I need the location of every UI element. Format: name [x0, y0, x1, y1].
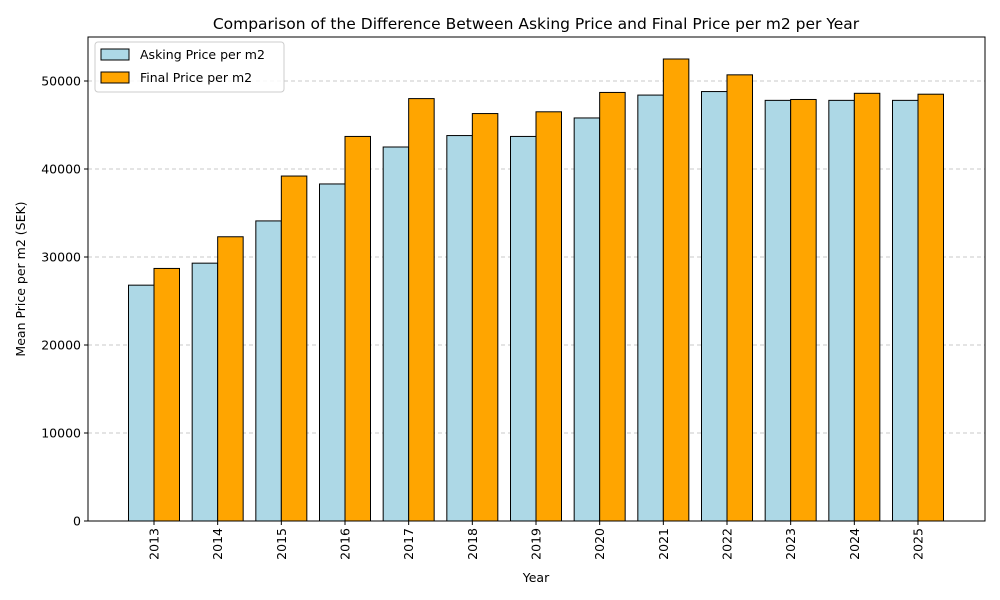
- x-tick-label: 2020: [592, 528, 607, 560]
- x-tick-label: 2019: [529, 528, 544, 560]
- bar-final-2016: [344, 135, 371, 522]
- bar-final-2014: [217, 236, 244, 522]
- bar-final-2021: [662, 58, 690, 522]
- x-tick-label: 2015: [274, 528, 289, 560]
- x-tick-label: 2021: [656, 528, 671, 560]
- x-tick-label: 2018: [465, 528, 480, 560]
- bar-asking-2024: [828, 99, 855, 522]
- x-tick-label: 2016: [338, 528, 353, 560]
- x-axis-ticks: 2013 2014 2015 2016 2017 2018 2019 2020 2021 2022…: [147, 521, 926, 560]
- bar-final-2015: [280, 175, 308, 522]
- bar-asking-2014: [191, 262, 219, 522]
- bar-asking-2016: [319, 183, 346, 522]
- x-tick-label: 2023: [783, 528, 798, 560]
- legend-label-asking: Asking Price per m2: [140, 47, 265, 62]
- y-tick-label: 0: [73, 514, 81, 529]
- bar-asking-2020: [573, 117, 601, 522]
- y-tick-label: 40000: [41, 162, 81, 177]
- legend-swatch-final: [100, 71, 130, 84]
- y-tick-label: 50000: [41, 74, 81, 89]
- x-tick-label: 2017: [401, 528, 416, 560]
- legend: Asking Price per m2 Final Price per m2: [94, 41, 285, 93]
- legend-label-final: Final Price per m2: [140, 70, 252, 85]
- bar-final-2025: [917, 93, 944, 522]
- bar-asking-2023: [764, 99, 792, 522]
- bar-asking-2015: [255, 220, 282, 522]
- x-tick-label: 2022: [720, 528, 735, 560]
- x-tick-label: 2025: [911, 528, 926, 560]
- bar-asking-2022: [701, 91, 728, 522]
- bar-final-2024: [853, 92, 881, 522]
- bar-asking-2019: [510, 135, 537, 522]
- bars: [128, 58, 944, 522]
- bar-asking-2013: [128, 284, 155, 522]
- bar-asking-2021: [637, 94, 664, 522]
- y-axis-label: Mean Price per m2 (SEK): [13, 201, 28, 356]
- x-axis-label: Year: [522, 570, 550, 585]
- y-tick-label: 20000: [41, 338, 81, 353]
- y-tick-label: 30000: [41, 250, 81, 265]
- legend-box: [94, 41, 285, 93]
- bar-final-2019: [535, 111, 562, 522]
- legend-swatch-asking: [100, 48, 130, 61]
- y-axis-ticks: 0 10000 20000 30000 40000 50000: [41, 74, 88, 529]
- bar-asking-2017: [382, 146, 410, 522]
- bar-asking-2018: [446, 135, 473, 522]
- chart-title: Comparison of the Difference Between Ask…: [213, 15, 860, 33]
- x-tick-label: 2013: [147, 528, 162, 560]
- bar-final-2023: [790, 98, 817, 522]
- bar-asking-2025: [892, 99, 919, 522]
- x-tick-label: 2024: [847, 528, 862, 560]
- y-tick-label: 10000: [41, 426, 81, 441]
- x-tick-label: 2014: [210, 528, 225, 560]
- bar-final-2022: [726, 74, 753, 522]
- bar-final-2013: [153, 267, 180, 522]
- bar-final-2020: [599, 91, 626, 522]
- bar-final-2018: [471, 113, 499, 522]
- bar-final-2017: [408, 98, 435, 522]
